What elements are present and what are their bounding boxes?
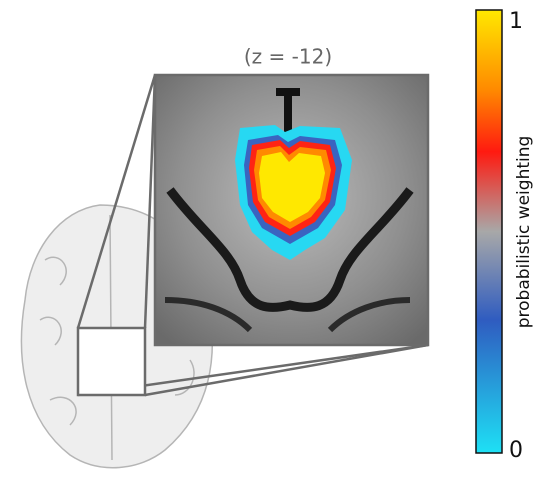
colorbar-min-label: 0 <box>509 438 523 463</box>
colorbar-max-label: 1 <box>509 9 523 34</box>
brain-slice <box>155 75 428 345</box>
inset-label: (z = -12) <box>244 45 332 69</box>
colorbar <box>476 10 502 453</box>
colorbar-label: probabilistic weighting <box>514 136 534 329</box>
figure: (z = -12) 1 0 probabilistic weighting <box>0 0 540 477</box>
